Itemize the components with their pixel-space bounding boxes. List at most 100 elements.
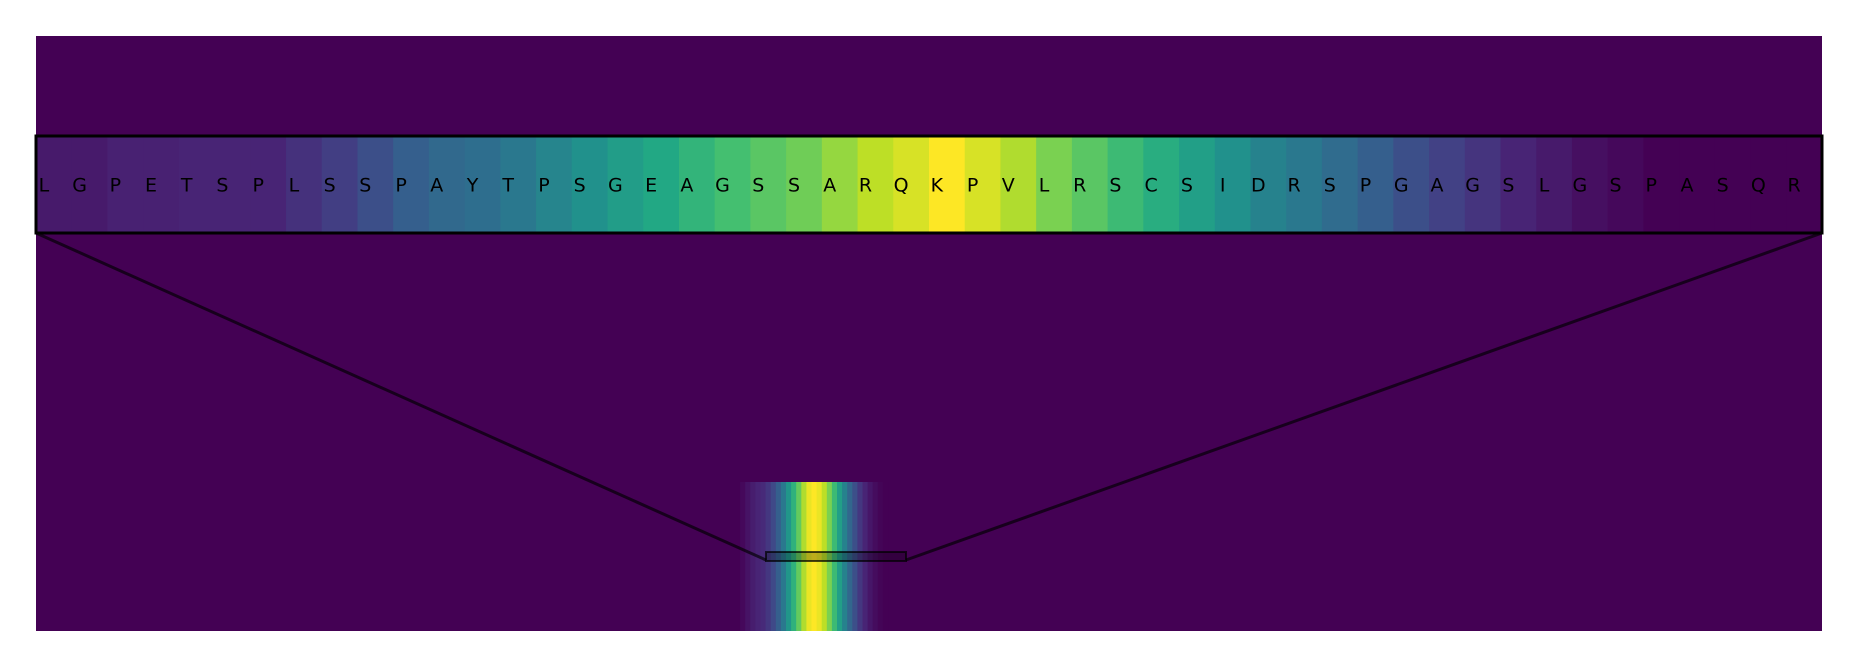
zoom-cell (250, 136, 287, 233)
residue-label: S (1181, 175, 1193, 197)
zoom-cell (1500, 136, 1537, 233)
profile-cell (775, 482, 782, 631)
zoom-cell (714, 136, 751, 233)
zoom-window-cells (36, 136, 1823, 233)
zoom-cell (1679, 136, 1716, 233)
residue-label: A (1680, 175, 1693, 197)
residue-label: E (145, 175, 157, 197)
residue-label: S (1610, 175, 1622, 197)
profile-cell (821, 482, 828, 631)
profile-cell (735, 482, 741, 631)
zoom-cell (1000, 136, 1037, 233)
zoom-cell (607, 136, 644, 233)
zoom-cell (643, 136, 680, 233)
profile-cell (837, 482, 843, 631)
zoom-cell (1429, 136, 1466, 233)
zoom-cell (857, 136, 894, 233)
full-profile-band (735, 482, 889, 631)
zoom-cell (750, 136, 787, 233)
residue-label: R (1788, 175, 1801, 197)
residue-label: A (430, 175, 443, 197)
residue-label: S (574, 175, 586, 197)
profile-cell (770, 482, 777, 631)
residue-label: P (967, 175, 978, 197)
zoom-cell (321, 136, 359, 233)
zoom-cell (143, 136, 180, 233)
residue-label: D (1251, 175, 1266, 197)
residue-label: S (216, 175, 228, 197)
residue-label: G (715, 175, 730, 197)
profile-cell (862, 482, 869, 631)
zoom-cell (1750, 136, 1787, 233)
residue-label: P (395, 175, 406, 197)
zoom-cell (357, 136, 394, 233)
residue-label: R (1287, 175, 1300, 197)
zoom-cell (1393, 136, 1430, 233)
zoom-cell (1714, 136, 1752, 233)
profile-cell (745, 482, 751, 631)
residue-label: Q (894, 175, 909, 197)
profile-cell (780, 482, 787, 631)
zoom-cell (1250, 136, 1287, 233)
zoom-cell (286, 136, 323, 233)
zoom-cell (107, 136, 144, 233)
zoom-cell (464, 136, 501, 233)
zoom-cell (500, 136, 537, 233)
residue-label: Q (1751, 175, 1766, 197)
profile-cell (750, 482, 756, 631)
zoom-cell (571, 136, 609, 233)
zoom-cell (1786, 136, 1823, 233)
residue-label: A (1430, 175, 1443, 197)
zoom-cell (1143, 136, 1180, 233)
residue-label: S (324, 175, 336, 197)
residue-label: R (859, 175, 872, 197)
profile-cell (801, 482, 807, 631)
zoom-cell (786, 136, 823, 233)
zoom-connector-left (35, 231, 767, 562)
zoom-cell (1607, 136, 1644, 233)
residue-label: R (1073, 175, 1086, 197)
residue-label: L (289, 175, 300, 197)
residue-label: G (1465, 175, 1480, 197)
zoom-cell (71, 136, 109, 233)
zoom-cell (1036, 136, 1073, 233)
zoom-cell (821, 136, 859, 233)
residue-label: S (1109, 175, 1121, 197)
residue-label: C (1145, 175, 1158, 197)
zoom-cell (964, 136, 1002, 233)
profile-cell (867, 482, 874, 631)
residue-label: I (1220, 175, 1226, 197)
residue-label: A (823, 175, 836, 197)
residue-label: L (1039, 175, 1050, 197)
zoom-cell (1286, 136, 1323, 233)
zoom-source-box (765, 551, 907, 562)
zoom-cell (1179, 136, 1216, 233)
residue-label: K (931, 175, 944, 197)
profile-cell (740, 482, 746, 631)
zoom-cell (428, 136, 466, 233)
residue-label: P (538, 175, 549, 197)
residue-label: G (608, 175, 623, 197)
profile-cell (877, 482, 884, 631)
residue-label: V (1002, 175, 1015, 197)
profile-cell (811, 482, 818, 631)
plot-background (36, 36, 1822, 631)
zoom-cell (214, 136, 251, 233)
residue-label: G (1394, 175, 1409, 197)
profile-cell (760, 482, 767, 631)
zoom-cell (36, 136, 73, 233)
residue-label: S (1502, 175, 1514, 197)
residue-label: P (252, 175, 263, 197)
zoom-cell (1107, 136, 1144, 233)
profile-cell (826, 482, 833, 631)
residue-label: E (645, 175, 657, 197)
zoom-cell (1214, 136, 1252, 233)
profile-cell (831, 482, 838, 631)
profile-cell (816, 482, 823, 631)
zoom-cell (178, 136, 216, 233)
profile-cell (847, 482, 853, 631)
profile-cell (882, 482, 889, 631)
residue-label: S (1717, 175, 1729, 197)
